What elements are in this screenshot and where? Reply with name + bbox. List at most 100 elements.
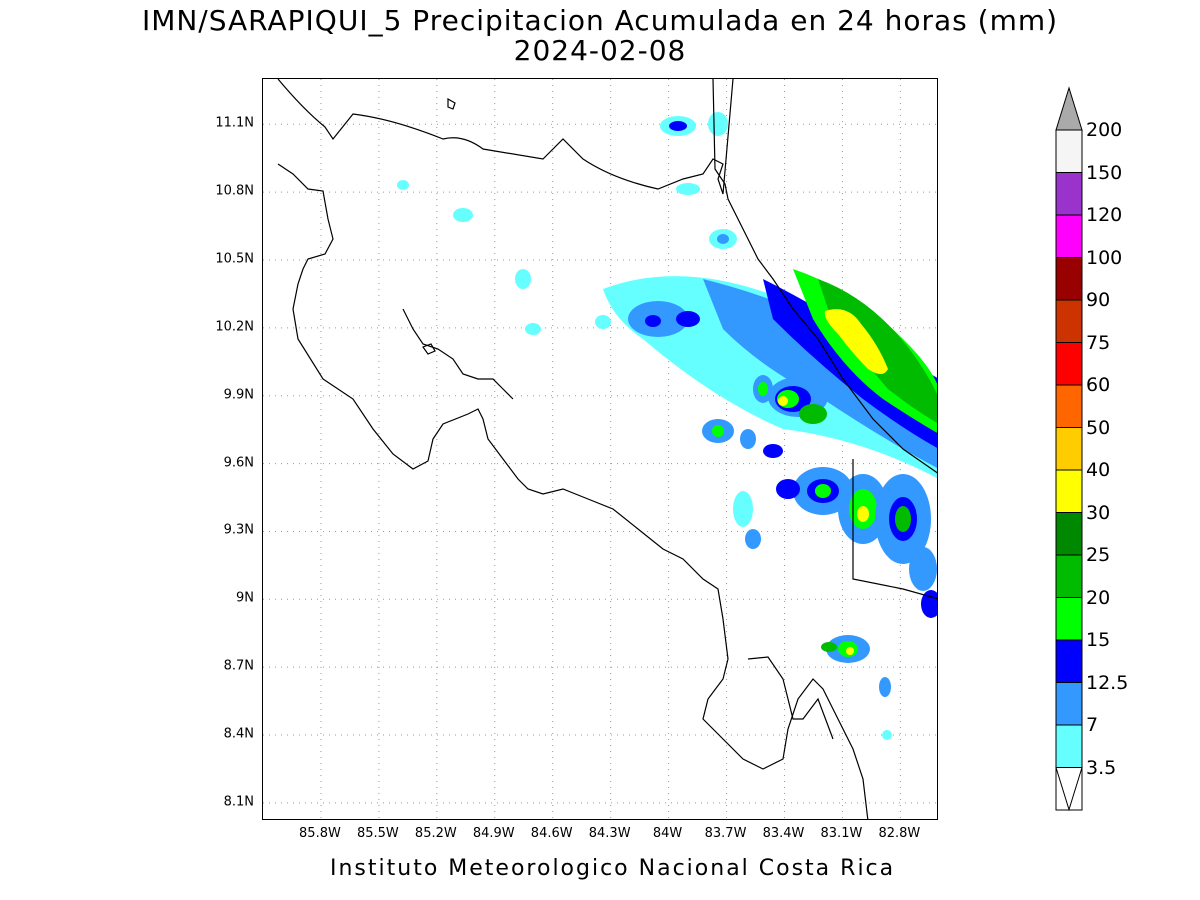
map-canvas — [263, 79, 937, 819]
precip-cell — [645, 315, 661, 327]
lat-tick-label: 10.8N — [215, 183, 254, 199]
legend-level-label: 3.5 — [1086, 756, 1117, 779]
map-title: IMN/SARAPIQUI_5 Precipitacion Acumulada … — [141, 4, 1059, 37]
precip-cell — [815, 484, 831, 498]
legend-level-label: 200 — [1086, 119, 1123, 141]
legend-level-label: 90 — [1086, 289, 1111, 311]
precip-cell — [740, 429, 756, 449]
precip-cell — [595, 315, 611, 329]
precip-cell — [799, 404, 827, 424]
lat-tick-label: 10.5N — [215, 251, 254, 267]
precip-cell — [669, 121, 687, 131]
legend-swatch — [1055, 554, 1083, 598]
lon-tick-label: 84.3W — [588, 826, 631, 841]
legend-swatch — [1055, 172, 1083, 216]
precip-cell — [708, 112, 728, 136]
precip-cell — [879, 677, 891, 697]
lon-tick-label: 84.9W — [472, 826, 515, 841]
lat-tick-label: 11.1N — [215, 115, 254, 131]
legend-swatch — [1055, 342, 1083, 386]
precip-cell — [857, 506, 869, 522]
lat-tick-label: 9N — [236, 590, 254, 606]
legend-swatch — [1055, 512, 1083, 556]
osa-peninsula — [747, 656, 834, 740]
legend-swatch — [1055, 129, 1083, 173]
legend-swatch — [1055, 384, 1083, 428]
nicoya-gulf — [402, 308, 514, 400]
coastline — [277, 79, 937, 819]
precip-cell — [733, 491, 753, 527]
lat-tick-label: 9.6N — [223, 455, 254, 471]
footer-credit: Instituto Meteorologico Nacional Costa R… — [330, 856, 896, 881]
map-date: 2024-02-08 — [513, 34, 687, 67]
precip-cell — [821, 642, 837, 652]
legend-level-label: 120 — [1086, 204, 1123, 226]
legend-swatch — [1055, 597, 1083, 641]
legend-swatch — [1055, 214, 1083, 258]
lat-tick-label: 10.2N — [215, 319, 254, 335]
legend-level-label: 7 — [1086, 714, 1099, 736]
nicaragua-border — [277, 79, 734, 195]
lat-tick-label: 9.9N — [223, 387, 254, 403]
legend-level-label: 40 — [1086, 459, 1111, 481]
precip-core-peak — [824, 309, 888, 374]
legend-level-label: 60 — [1086, 374, 1111, 396]
lon-tick-label: 85.5W — [356, 826, 399, 841]
legend-level-label: 12.5 — [1086, 671, 1129, 694]
pacific-coast — [277, 163, 869, 819]
legend-swatch — [1055, 299, 1083, 343]
lon-tick-label: 83.1W — [820, 826, 863, 841]
precip-cell — [776, 479, 800, 499]
lat-tick-label: 8.1N — [223, 794, 254, 810]
precip-cell — [717, 234, 729, 244]
legend-level-label: 75 — [1086, 331, 1111, 354]
legend-level-label: 15 — [1086, 629, 1111, 651]
precip-cell — [397, 180, 409, 190]
lon-tick-label: 83.7W — [704, 826, 747, 841]
legend-swatch — [1055, 257, 1083, 301]
lon-tick-label: 85.2W — [414, 826, 457, 841]
legend-level-label: 20 — [1086, 586, 1111, 609]
lon-tick-label: 82.8W — [878, 826, 921, 841]
nicoya-island — [422, 343, 436, 355]
precip-cell — [895, 506, 911, 532]
legend-swatch — [1055, 639, 1083, 683]
lat-tick-label: 9.3N — [223, 522, 254, 538]
legend-level-label: 150 — [1086, 161, 1123, 184]
precip-band-moderate — [703, 279, 937, 468]
map-panel — [262, 78, 938, 820]
legend-swatch — [1055, 427, 1083, 471]
lat-tick-label: 8.4N — [223, 726, 254, 742]
precipitation-field — [397, 112, 937, 740]
precip-cell — [778, 396, 788, 406]
legend-level-label: 100 — [1086, 246, 1123, 269]
lake-nicaragua — [447, 97, 456, 110]
panama-border — [852, 459, 937, 600]
legend-swatch — [1055, 724, 1083, 768]
precip-cell — [763, 444, 783, 458]
map-grid — [263, 79, 937, 819]
precip-cell — [525, 323, 541, 335]
legend-level-label: 30 — [1086, 501, 1111, 524]
lon-tick-label: 84.6W — [530, 826, 573, 841]
precip-cell — [745, 529, 761, 549]
legend-swatch — [1055, 682, 1083, 726]
precip-cell — [453, 208, 473, 222]
lon-tick-label: 84W — [652, 826, 683, 841]
precip-cell — [676, 183, 700, 195]
precip-cell — [676, 311, 700, 327]
caribbean-coast — [712, 79, 937, 474]
precip-cell — [712, 425, 724, 437]
legend-top-arrow — [1055, 86, 1083, 131]
legend-colorbar — [1055, 86, 1083, 812]
legend-bottom-arrow — [1055, 767, 1083, 812]
precip-cell — [909, 547, 937, 591]
lon-tick-label: 85.8W — [299, 826, 341, 841]
precip-cell — [725, 353, 761, 405]
legend-level-label: 50 — [1086, 416, 1111, 439]
precip-cell — [846, 647, 854, 655]
precip-cell — [758, 382, 768, 396]
lon-tick-label: 83.4W — [762, 826, 805, 841]
lat-tick-label: 8.7N — [223, 658, 254, 674]
precip-cell — [515, 269, 531, 289]
